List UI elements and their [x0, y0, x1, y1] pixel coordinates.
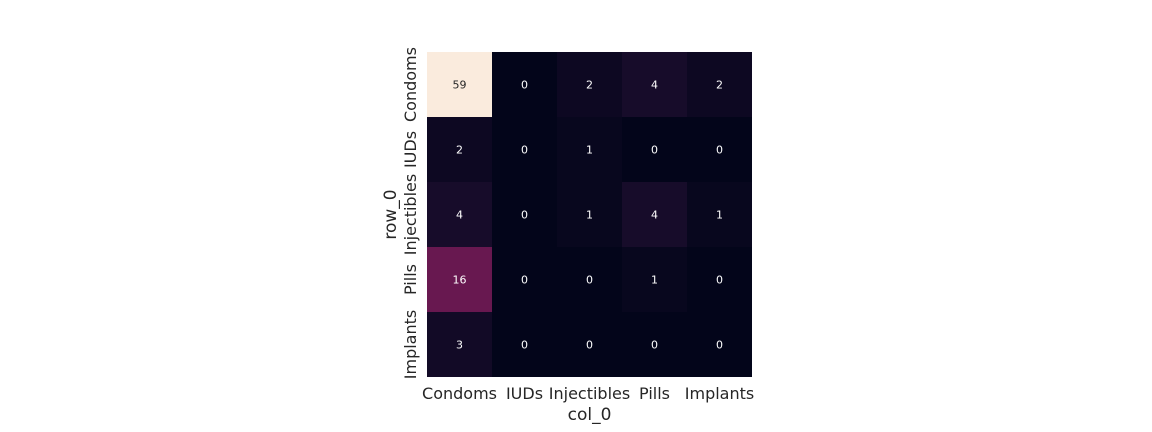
- heatmap-cell-r4-c1: [492, 312, 557, 377]
- heatmap-cell-r3-c1: [492, 247, 557, 312]
- cell-value-r3-c0: 16: [453, 274, 467, 287]
- cell-value-r2-c1: 0: [521, 209, 528, 222]
- x-tick-label-3: Pills: [639, 384, 670, 403]
- y-tick-label-1: IUDs: [401, 131, 420, 168]
- heatmap-cell-r2-c4: [687, 182, 752, 247]
- x-tick-labels: Condoms IUDs Injectibles Pills Implants: [422, 384, 754, 403]
- heatmap-cell-r0-c0: [427, 52, 492, 117]
- heatmap-cell-r0-c1: [492, 52, 557, 117]
- y-tick-label-2: Injectibles: [401, 174, 420, 255]
- cell-value-r0-c1: 0: [521, 79, 528, 92]
- cell-value-r0-c3: 4: [651, 79, 658, 92]
- cell-value-r3-c4: 0: [716, 274, 723, 287]
- heatmap-cells: [427, 52, 752, 377]
- heatmap-cell-r3-c3: [622, 247, 687, 312]
- heatmap-cell-r1-c0: [427, 117, 492, 182]
- cell-value-r1-c4: 0: [716, 144, 723, 157]
- heatmap-cell-r2-c0: [427, 182, 492, 247]
- heatmap-cell-r4-c2: [557, 312, 622, 377]
- heatmap-cell-labels: 59 0 2 4 2 2 0 1 0 0 4 0 1 4 1 16 0 0 1 0 3 0 0 0 0: [453, 79, 724, 352]
- heatmap-cell-r1-c1: [492, 117, 557, 182]
- cell-value-r1-c0: 2: [456, 144, 463, 157]
- heatmap-cell-r2-c3: [622, 182, 687, 247]
- cell-value-r4-c2: 0: [586, 339, 593, 352]
- x-tick-label-0: Condoms: [422, 384, 497, 403]
- heatmap-cell-r2-c1: [492, 182, 557, 247]
- y-tick-label-0: Condoms: [401, 47, 420, 122]
- heatmap-cell-r0-c2: [557, 52, 622, 117]
- cell-value-r3-c2: 0: [586, 274, 593, 287]
- heatmap-cell-r1-c3: [622, 117, 687, 182]
- cell-value-r3-c3: 1: [651, 274, 658, 287]
- cell-value-r1-c2: 1: [586, 144, 593, 157]
- heatmap-cell-r2-c2: [557, 182, 622, 247]
- heatmap-cell-r4-c0: [427, 312, 492, 377]
- heatmap-cell-r1-c4: [687, 117, 752, 182]
- cell-value-r2-c4: 1: [716, 209, 723, 222]
- heatmap-cell-r3-c2: [557, 247, 622, 312]
- cell-value-r3-c1: 0: [521, 274, 528, 287]
- y-tick-labels: Condoms IUDs Injectibles Pills Implants: [401, 47, 420, 379]
- y-tick-label-3: Pills: [401, 264, 420, 295]
- x-axis-label: col_0: [568, 405, 612, 425]
- cell-value-r4-c1: 0: [521, 339, 528, 352]
- cell-value-r4-c4: 0: [716, 339, 723, 352]
- cell-value-r2-c0: 4: [456, 209, 463, 222]
- cell-value-r2-c3: 4: [651, 209, 658, 222]
- heatmap-cell-r3-c0: [427, 247, 492, 312]
- cell-value-r1-c1: 0: [521, 144, 528, 157]
- cell-value-r2-c2: 1: [586, 209, 593, 222]
- heatmap-cell-r1-c2: [557, 117, 622, 182]
- heatmap-cell-r4-c3: [622, 312, 687, 377]
- cell-value-r4-c3: 0: [651, 339, 658, 352]
- cell-value-r0-c4: 2: [716, 79, 723, 92]
- heatmap-cell-r3-c4: [687, 247, 752, 312]
- heatmap-cell-r0-c4: [687, 52, 752, 117]
- cell-value-r0-c2: 2: [586, 79, 593, 92]
- x-tick-label-1: IUDs: [506, 384, 543, 403]
- x-tick-label-2: Injectibles: [549, 384, 630, 403]
- cell-value-r1-c3: 0: [651, 144, 658, 157]
- cell-value-r0-c0: 59: [453, 79, 467, 92]
- heatmap-cell-r0-c3: [622, 52, 687, 117]
- y-tick-label-4: Implants: [401, 310, 420, 379]
- cell-value-r4-c0: 3: [456, 339, 463, 352]
- y-axis-label: row_0: [381, 189, 401, 239]
- heatmap-cell-r4-c4: [687, 312, 752, 377]
- x-tick-label-4: Implants: [685, 384, 754, 403]
